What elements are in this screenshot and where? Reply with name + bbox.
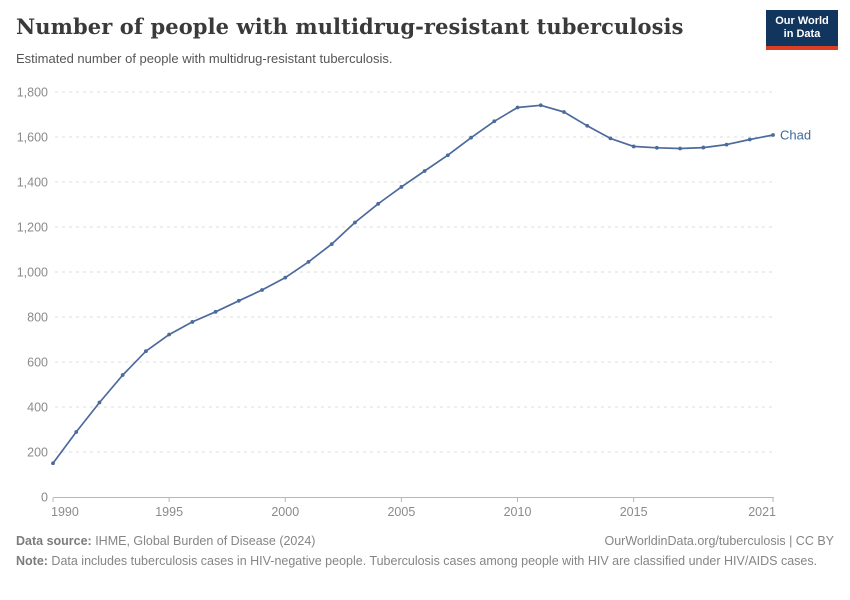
data-point[interactable] (283, 275, 288, 280)
series-chad[interactable]: Chad (51, 103, 811, 466)
data-point[interactable] (190, 320, 195, 324)
data-point[interactable] (538, 103, 543, 108)
data-point[interactable] (422, 169, 427, 173)
y-tick-label: 1,800 (17, 86, 48, 100)
data-point[interactable] (469, 135, 473, 140)
chart-subtitle: Estimated number of people with multidru… (16, 51, 393, 66)
y-tick-label: 800 (27, 311, 48, 325)
data-point[interactable] (747, 137, 752, 142)
data-source-text: IHME, Global Burden of Disease (2024) (91, 534, 316, 548)
data-point[interactable] (585, 123, 590, 128)
series-end-label[interactable]: Chad (780, 127, 811, 142)
y-tick-label: 1,000 (17, 266, 48, 280)
data-point[interactable] (701, 145, 706, 150)
owid-logo-line1: Our World (775, 15, 829, 27)
data-point[interactable] (399, 185, 404, 189)
y-tick-label: 1,400 (17, 176, 48, 190)
y-tick-label: 0 (41, 491, 48, 505)
y-tick-label: 400 (27, 401, 48, 415)
x-axis-labels: 1990 1995 2000 2005 2010 2015 2021 (51, 505, 776, 519)
data-point[interactable] (167, 332, 172, 337)
data-point[interactable] (120, 373, 125, 377)
data-point[interactable] (724, 142, 729, 147)
data-point[interactable] (74, 430, 79, 434)
x-tick-label: 1990 (51, 505, 79, 519)
data-point[interactable] (562, 110, 566, 114)
data-point[interactable] (329, 242, 334, 247)
y-tick-label: 200 (27, 446, 48, 460)
chart-footer: Data source: IHME, Global Burden of Dise… (16, 533, 834, 570)
data-point[interactable] (213, 309, 218, 314)
data-point[interactable] (492, 119, 497, 124)
chart-note: Note: Data includes tuberculosis cases i… (16, 553, 834, 570)
data-point[interactable] (260, 288, 264, 292)
data-point[interactable] (306, 259, 311, 264)
series-line[interactable] (52, 104, 774, 465)
x-tick-label: 2021 (748, 505, 776, 519)
x-tick-label: 2005 (387, 505, 415, 519)
data-point[interactable] (376, 201, 381, 206)
data-point[interactable] (608, 136, 613, 141)
page-title: Number of people with multidrug-resistan… (16, 14, 684, 39)
data-source: Data source: IHME, Global Burden of Dise… (16, 533, 315, 550)
y-axis-labels: 0 200 400 600 800 1,000 1,200 1,400 1,600 1,800 (17, 86, 48, 505)
x-tick-label: 2000 (271, 505, 299, 519)
data-point[interactable] (445, 153, 450, 158)
data-point[interactable] (631, 144, 636, 149)
x-tick-label: 1995 (155, 505, 183, 519)
note-label: Note: (16, 554, 48, 568)
data-point[interactable] (515, 105, 520, 110)
data-point[interactable] (51, 461, 55, 466)
data-point[interactable] (97, 400, 102, 405)
y-tick-label: 600 (27, 356, 48, 370)
data-point[interactable] (353, 220, 357, 225)
y-tick-label: 1,600 (17, 131, 48, 145)
data-point[interactable] (678, 146, 682, 151)
data-point[interactable] (771, 133, 775, 137)
y-tick-label: 1,200 (17, 221, 48, 235)
owid-logo-line2: in Data (783, 28, 821, 40)
owid-link[interactable]: OurWorldinData.org/tuberculosis | CC BY (604, 534, 835, 548)
data-point[interactable] (654, 145, 659, 150)
data-point[interactable] (144, 349, 148, 354)
note-text: Data includes tuberculosis cases in HIV-… (47, 554, 818, 568)
owid-logo[interactable]: Our World in Data (766, 10, 838, 50)
data-point[interactable] (236, 298, 241, 303)
data-source-label: Data source: (16, 534, 92, 548)
x-tick-label: 2015 (620, 505, 648, 519)
x-axis (52, 497, 774, 502)
line-chart[interactable]: 0 200 400 600 800 1,000 1,200 1,400 1,600 1,800 19… (0, 0, 850, 528)
gridlines (55, 91, 772, 453)
x-tick-label: 2010 (504, 505, 532, 519)
